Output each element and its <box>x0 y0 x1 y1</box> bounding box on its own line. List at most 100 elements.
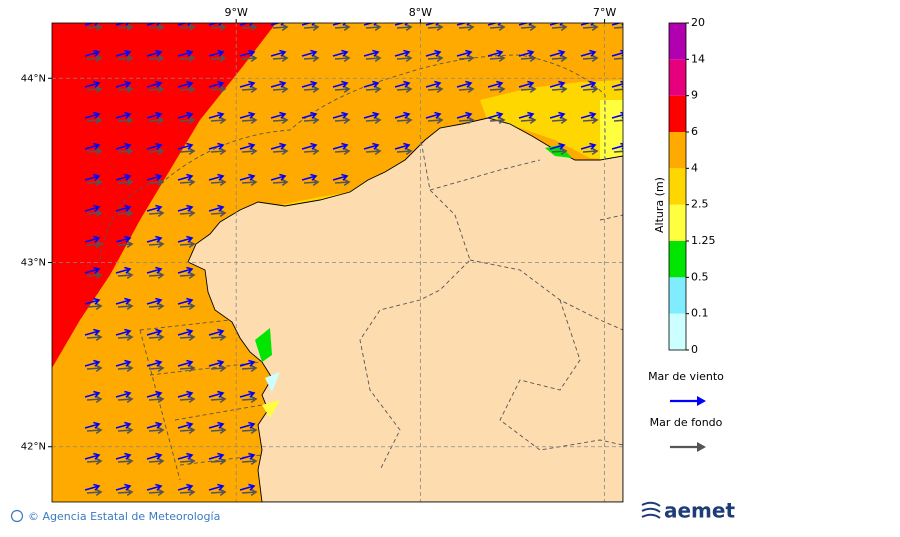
colorbar-tick-label: 0 <box>691 343 698 356</box>
arrow <box>456 49 473 57</box>
colorbar-segment <box>669 23 686 60</box>
arrow <box>117 23 134 32</box>
arrow <box>115 328 132 336</box>
arrow <box>489 23 506 32</box>
arrow <box>208 328 225 336</box>
arrow <box>148 23 165 32</box>
arrow <box>549 142 566 150</box>
arrow <box>303 23 320 32</box>
arrow <box>272 54 289 63</box>
arrow <box>580 111 597 119</box>
arrow <box>115 49 132 57</box>
arrow <box>394 23 409 26</box>
arrow <box>208 49 225 57</box>
arrow <box>179 271 196 280</box>
arrow <box>611 80 623 88</box>
colorbar-segment <box>669 241 686 278</box>
arrow <box>86 488 103 497</box>
colorbar-tick-label: 1.25 <box>691 234 716 247</box>
colorbar-segment <box>669 168 686 205</box>
arrow <box>394 142 411 150</box>
arrow <box>363 23 378 26</box>
arrow <box>239 173 256 181</box>
legend-arrow-head <box>697 396 706 406</box>
colorbar-segment <box>669 132 686 169</box>
arrow <box>148 116 165 125</box>
arrow <box>365 147 382 156</box>
lat-label: 43°N <box>21 258 46 269</box>
legend-arrow-head <box>697 442 706 452</box>
arrow <box>115 235 132 243</box>
arrow <box>115 23 130 26</box>
arrow <box>458 85 475 94</box>
arrow <box>84 23 99 26</box>
arrow <box>208 111 225 119</box>
arrow <box>332 111 349 119</box>
arrow <box>270 173 287 181</box>
arrow <box>148 426 165 435</box>
land <box>187 117 623 502</box>
arrow <box>148 147 165 156</box>
arrow <box>115 421 132 429</box>
arrow <box>179 54 196 63</box>
arrow <box>332 49 349 57</box>
colorbar-segment <box>669 95 686 132</box>
arrow <box>489 85 506 94</box>
arrow <box>84 266 101 274</box>
arrow <box>582 54 599 63</box>
arrow <box>363 142 380 150</box>
arrow <box>179 116 196 125</box>
arrow <box>239 390 256 398</box>
arrow <box>427 54 444 63</box>
arrow <box>301 111 318 119</box>
arrow <box>270 80 287 88</box>
arrow <box>551 116 568 125</box>
arrow <box>239 111 256 119</box>
arrow <box>551 23 568 32</box>
arrow <box>239 49 256 57</box>
arrow <box>115 359 132 367</box>
arrow <box>84 452 101 460</box>
colorbar-label: Altura (m) <box>653 177 666 233</box>
arrow <box>115 111 132 119</box>
arrow <box>365 116 382 125</box>
arrow <box>117 364 134 373</box>
arrow <box>146 297 163 305</box>
arrow <box>334 54 351 63</box>
arrow <box>487 49 504 57</box>
arrow <box>580 49 597 57</box>
arrow <box>208 80 225 88</box>
lat-label: 44°N <box>21 73 46 84</box>
arrow <box>146 328 163 336</box>
arrow <box>241 426 258 435</box>
arrow <box>427 116 444 125</box>
arrow <box>210 147 227 156</box>
arrow <box>272 116 289 125</box>
arrow <box>86 426 103 435</box>
arrow <box>177 80 194 88</box>
arrow <box>177 266 194 274</box>
colorbar: 0 0.1 0.5 1.25 2.5 4 6 9 14 20 <box>668 16 716 356</box>
arrow <box>396 147 413 156</box>
arrow <box>210 54 227 63</box>
arrow <box>177 111 194 119</box>
arrow <box>241 178 258 187</box>
graticule <box>52 23 623 502</box>
arrow <box>458 54 475 63</box>
arrow <box>456 80 473 88</box>
arrow <box>303 116 320 125</box>
coastal-green <box>255 328 272 362</box>
logo-text: aemet <box>664 499 735 523</box>
arrow <box>148 457 165 466</box>
arrow <box>303 147 320 156</box>
arrow <box>177 390 194 398</box>
colorbar-tick-label: 20 <box>691 16 705 29</box>
zone-border <box>139 319 263 481</box>
arrow <box>363 49 380 57</box>
arrow <box>210 488 227 497</box>
arrow <box>177 359 194 367</box>
lon-label: 7°W <box>593 6 616 19</box>
arrow <box>427 23 444 32</box>
arrow <box>86 147 103 156</box>
